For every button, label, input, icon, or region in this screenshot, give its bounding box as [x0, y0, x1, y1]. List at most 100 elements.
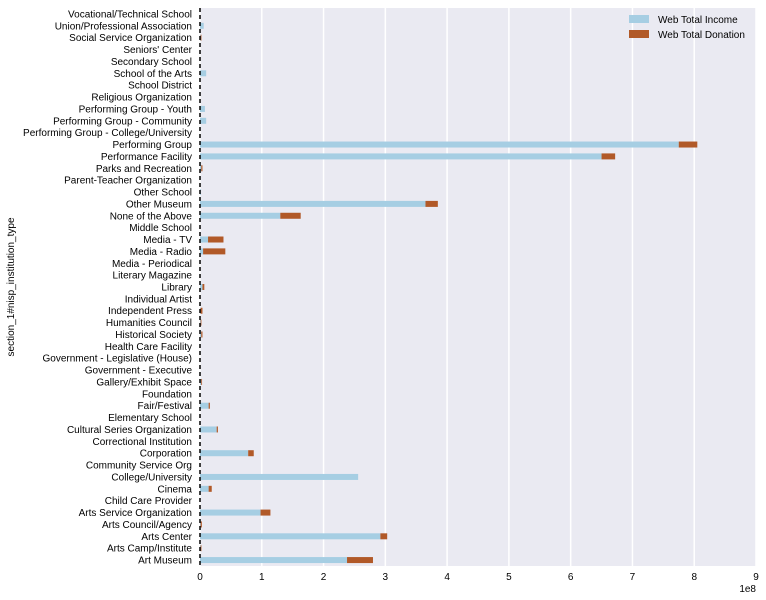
bar-web-total-donation: [425, 200, 438, 207]
y-tick-label: Individual Artist: [125, 294, 192, 305]
y-tick-label: Health Care Facility: [105, 342, 192, 353]
y-tick-label: Independent Press: [108, 306, 192, 317]
bar-web-total-income: [200, 236, 209, 243]
bar-web-total-income: [200, 533, 381, 540]
bar-web-total-donation: [202, 284, 205, 290]
y-tick-label: School of the Arts: [114, 69, 192, 80]
bar-web-total-donation: [260, 509, 271, 516]
y-tick-label: Child Care Provider: [105, 496, 193, 507]
bar-web-total-donation: [216, 426, 218, 433]
bar-web-total-income: [200, 165, 202, 172]
legend: Web Total Income Web Total Donation: [629, 15, 745, 41]
y-tick-label: Religious Organization: [91, 93, 192, 104]
x-tick-label: 7: [630, 572, 636, 583]
y-tick-label: Corporation: [140, 449, 192, 460]
bar-web-total-income: [200, 450, 249, 457]
bar-web-total-income: [200, 485, 209, 492]
bar-web-total-donation: [208, 236, 224, 243]
y-tick-label: Media - TV: [143, 235, 192, 246]
y-tick-label: Seniors' Center: [123, 45, 192, 56]
y-tick-label: Historical Society: [115, 330, 192, 341]
y-axis-title: section_1#nisp_institution_type: [6, 217, 17, 356]
y-tick-label: School District: [128, 81, 192, 92]
y-tick-label: Literary Magazine: [113, 271, 193, 282]
x-tick-label: 9: [753, 572, 759, 583]
y-tick-label: Media - Periodical: [112, 259, 192, 270]
y-tick-label: Arts Service Organization: [79, 508, 192, 519]
bar-web-total-donation: [208, 402, 210, 409]
bar-web-total-income: [200, 153, 602, 160]
y-tick-label: Cinema: [158, 484, 193, 495]
bar-web-total-donation: [200, 34, 202, 41]
y-tick-label: Parks and Recreation: [96, 164, 192, 175]
plot-background: [200, 8, 756, 566]
x-tick-label: 6: [568, 572, 574, 583]
y-tick-label: Performing Group - Youth: [79, 104, 192, 115]
bar-web-total-donation: [201, 331, 203, 338]
y-tick-label: Fair/Festival: [138, 401, 192, 412]
y-tick-label: Other Museum: [126, 199, 192, 210]
bar-web-total-income: [200, 426, 217, 433]
y-tick-label: Library: [161, 283, 192, 294]
bar-web-total-income: [200, 22, 204, 29]
bar-web-total-income: [200, 212, 281, 219]
bar-web-total-donation: [200, 545, 202, 552]
y-tick-label: Cultural Series Organization: [67, 425, 192, 436]
bar-web-total-income: [200, 402, 209, 409]
bar-web-total-income: [200, 521, 201, 528]
x-tick-label: 5: [506, 572, 512, 583]
legend-swatch-income: [629, 15, 649, 23]
bar-web-total-donation: [203, 248, 226, 255]
y-tick-label: Middle School: [129, 223, 192, 234]
y-tick-label: Performing Group - College/University: [23, 128, 192, 139]
legend-label-income: Web Total Income: [658, 15, 738, 26]
bar-web-total-donation: [347, 557, 373, 564]
y-tick-label: Social Service Organization: [69, 33, 192, 44]
y-tick-label: Humanities Council: [106, 318, 192, 329]
bar-web-total-income: [200, 509, 261, 516]
y-tick-label: Performance Facility: [101, 152, 192, 163]
bar-web-total-donation: [280, 212, 301, 219]
x-tick-labels: 0 1 2 3 4 5 6 7 8 9: [197, 572, 759, 583]
bar-web-total-donation: [200, 307, 203, 314]
y-tick-label: Performing Group: [113, 140, 193, 151]
bar-web-total-income: [200, 284, 203, 290]
bar-web-total-donation: [380, 533, 388, 540]
y-tick-label: Media - Radio: [130, 247, 193, 258]
bar-web-total-donation: [200, 521, 202, 528]
bar-web-total-income: [200, 557, 348, 564]
bar-web-total-donation: [208, 485, 212, 492]
y-tick-label: Union/Professional Association: [55, 21, 192, 32]
bar-web-total-donation: [201, 378, 203, 385]
bar-web-total-income: [200, 141, 679, 148]
y-tick-label: Community Service Org: [86, 461, 192, 472]
bar-web-total-donation: [200, 319, 202, 326]
y-tick-label: Vocational/Technical School: [68, 9, 192, 20]
bar-web-total-donation: [248, 450, 254, 457]
bar-web-total-donation: [201, 165, 203, 172]
bar-web-total-income: [200, 200, 426, 207]
bar-web-total-income: [200, 248, 204, 255]
bar-web-total-income: [200, 70, 207, 77]
y-tick-label: None of the Above: [110, 211, 193, 222]
grid: [199, 8, 757, 566]
x-tick-label: 3: [383, 572, 389, 583]
legend-label-donation: Web Total Donation: [658, 30, 745, 41]
bar-web-total-donation: [601, 153, 616, 160]
y-tick-label: Performing Group - Community: [53, 116, 192, 127]
bar-web-total-income: [200, 105, 205, 112]
y-tick-label: Other School: [134, 188, 192, 199]
bar-web-total-donation: [678, 141, 698, 148]
x-axis-offset-label: 1e8: [739, 584, 756, 595]
y-tick-label: Correctional Institution: [93, 437, 193, 448]
y-tick-label: Elementary School: [108, 413, 192, 424]
y-tick-label: College/University: [111, 472, 192, 483]
legend-swatch-donation: [629, 30, 649, 38]
x-tick-label: 2: [321, 572, 327, 583]
x-tick-label: 1: [259, 572, 265, 583]
y-tick-label: Government - Executive: [85, 366, 193, 377]
x-tick-label: 8: [691, 572, 697, 583]
y-tick-label: Art Museum: [138, 556, 192, 567]
